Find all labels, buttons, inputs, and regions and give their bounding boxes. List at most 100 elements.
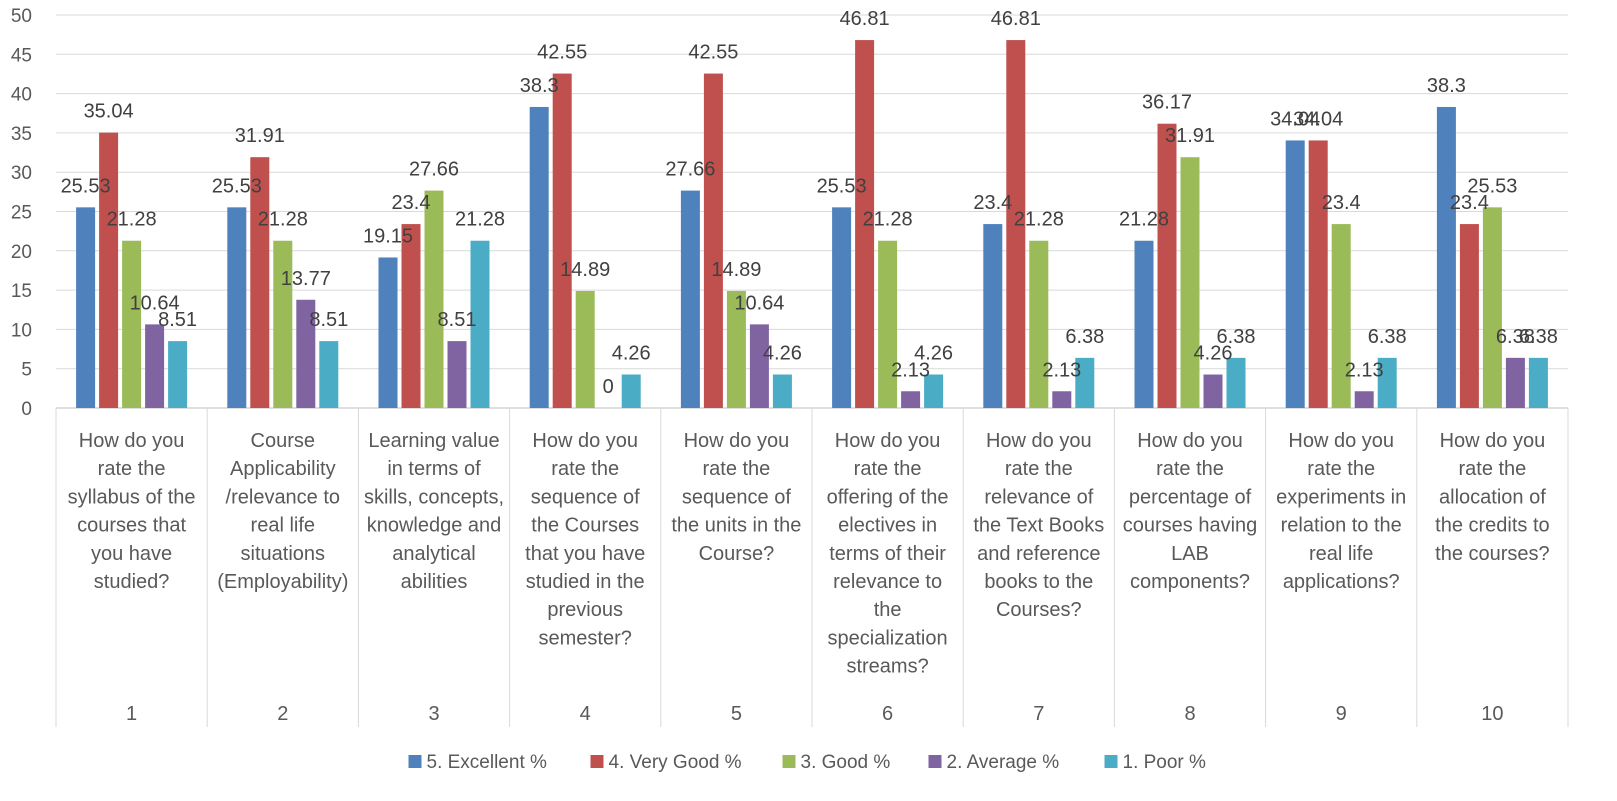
category-description-line: How do you (1440, 430, 1546, 452)
data-label: 21.28 (107, 209, 157, 231)
category-description-line: Courses? (996, 599, 1082, 621)
bar (680, 190, 700, 408)
bars (76, 40, 1548, 409)
data-label: 31.91 (235, 125, 285, 147)
data-label: 0 (603, 376, 614, 398)
legend-label: 5. Excellent % (427, 752, 547, 773)
category-description-line: rate the (1458, 458, 1526, 480)
y-tick-label: 45 (11, 45, 32, 66)
data-label: 13.77 (281, 268, 331, 290)
category-description-line: abilities (401, 571, 468, 593)
category-description-line: experiments in (1276, 486, 1406, 508)
data-label: 2.13 (1345, 359, 1384, 381)
category-description-line: rate the (98, 458, 166, 480)
category-label: 2 (277, 703, 288, 725)
category-label: 3 (428, 703, 439, 725)
legend-swatch (590, 755, 604, 768)
bar (1459, 224, 1479, 408)
bar (832, 207, 852, 408)
category-description-line: Learning value (368, 430, 499, 452)
bar (424, 190, 444, 408)
bar (1528, 357, 1548, 408)
bar (855, 40, 875, 409)
bar (1505, 357, 1525, 408)
y-tick-label: 0 (21, 399, 32, 420)
category-description-line: Course (251, 430, 315, 452)
bar (378, 257, 398, 408)
bar (1203, 374, 1223, 408)
category-description-line: Course? (699, 543, 775, 565)
data-label: 23.4 (1322, 192, 1361, 214)
y-tick-label: 30 (11, 163, 32, 184)
data-label: 23.4 (973, 192, 1012, 214)
y-tick-label: 40 (11, 85, 32, 106)
bar (901, 391, 921, 408)
bar (1029, 240, 1049, 408)
data-label: 19.15 (363, 225, 413, 247)
x-axis: How do you rate the syllabus of the courses… (55, 408, 1569, 727)
data-label: 14.89 (711, 259, 761, 281)
y-tick-label: 15 (11, 281, 32, 302)
category-description-line: and reference (977, 543, 1100, 565)
data-label: 10.64 (130, 292, 180, 314)
bar (1482, 207, 1502, 408)
bar (122, 240, 142, 408)
bar (983, 224, 1003, 408)
bar (296, 299, 316, 408)
bar (447, 341, 467, 408)
category-description-line: syllabus of the (68, 486, 196, 508)
data-label: 4.26 (914, 343, 953, 365)
bar (621, 374, 641, 408)
category-description-line: percentage of (1129, 486, 1252, 508)
data-label: 34.04 (1270, 108, 1320, 130)
category-description-line: real life (1309, 543, 1373, 565)
bar (99, 132, 119, 408)
category-description-line: the credits to (1435, 515, 1550, 537)
category-description-line: the Courses (531, 515, 639, 537)
y-tick-label: 20 (11, 242, 32, 263)
data-label: 25.53 (1467, 175, 1517, 197)
bar (1226, 357, 1246, 408)
data-label: 21.28 (455, 209, 505, 231)
data-label: 21.28 (863, 209, 913, 231)
data-label: 8.51 (158, 309, 197, 331)
y-tick-label: 5 (21, 360, 32, 381)
category-description-line: relevance to (833, 571, 942, 593)
data-label: 4.26 (1194, 343, 1233, 365)
data-label: 6.38 (1496, 326, 1535, 348)
bar (749, 324, 769, 408)
legend-label: 1. Poor % (1123, 752, 1207, 773)
data-label: 34.04 (1293, 108, 1343, 130)
category-description-line: relation to the (1281, 515, 1402, 537)
data-label: 42.55 (688, 42, 738, 64)
category-description-line: sequence of (682, 486, 791, 508)
category-description-line: relevance of (984, 486, 1093, 508)
data-labels: 25.5335.0421.2810.648.5125.5331.9121.281… (61, 8, 1558, 398)
bar (726, 290, 746, 408)
data-label: 25.53 (212, 175, 262, 197)
category-description-line: streams? (846, 656, 928, 678)
category-description-line: How do you (986, 430, 1092, 452)
category-label: 6 (882, 703, 893, 725)
category-description-line: How do you (835, 430, 941, 452)
category-description-line: How do you (1137, 430, 1243, 452)
bar (250, 157, 270, 408)
bar (1354, 391, 1374, 408)
bar (924, 374, 944, 408)
bar (1052, 391, 1072, 408)
legend-swatch (928, 755, 942, 768)
category-description-line: rate the (702, 458, 770, 480)
category-description-line: studied in the (526, 571, 645, 593)
category-description-line: rate the (1156, 458, 1224, 480)
category-description-line: /relevance to (226, 486, 341, 508)
legend-label: 4. Very Good % (609, 752, 742, 773)
category-label: 8 (1184, 703, 1195, 725)
bar (575, 290, 595, 408)
bar (1006, 40, 1026, 409)
data-label: 8.51 (309, 309, 348, 331)
bar (703, 73, 723, 408)
category-description-line: real life (251, 515, 315, 537)
data-label: 46.81 (991, 8, 1041, 30)
data-label: 38.3 (520, 75, 559, 97)
data-label: 21.28 (258, 209, 308, 231)
